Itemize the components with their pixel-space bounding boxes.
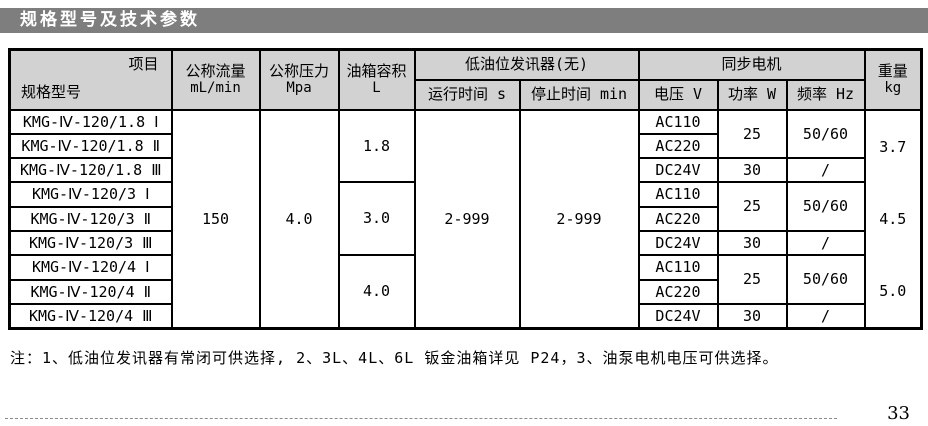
power-cell: 30 — [716, 156, 788, 183]
page-footer: 33 — [5, 403, 910, 424]
table-row: KMG-Ⅳ-120/3 Ⅰ 3.0 AC110 25 50/60 — [8, 180, 922, 256]
tank-cell: 1.8 — [337, 108, 416, 183]
power-cell: 25 — [716, 180, 788, 232]
weight-value: 5.0 — [879, 281, 907, 300]
page-title: 规格型号及技术参数 — [20, 10, 200, 30]
model-cell: KMG-Ⅳ-120/4 Ⅰ — [8, 253, 173, 282]
weight-value: 4.5 — [879, 209, 907, 228]
header-weight: 重量 kg — [863, 48, 923, 111]
power-cell: 30 — [716, 229, 788, 256]
table-row: KMG-Ⅳ-120/1.8 Ⅰ 150 4.0 1.8 2-999 2-999 … — [8, 108, 923, 329]
voltage-cell: AC110 — [637, 253, 719, 282]
table-row: KMG-Ⅳ-120/4 Ⅱ AC220 — [8, 279, 922, 305]
header-voltage: 电压 V — [637, 78, 719, 111]
model-cell: KMG-Ⅳ-120/4 Ⅲ — [8, 303, 173, 329]
header-motor-group: 同步电机 — [637, 48, 866, 81]
voltage-cell: DC24V — [637, 156, 719, 183]
header-model-label: 规格型号 — [21, 82, 82, 101]
table-row: KMG-Ⅳ-120/4 Ⅰ 4.0 AC110 25 50/60 — [8, 253, 922, 330]
voltage-cell: AC220 — [637, 205, 719, 232]
header-run-time: 运行时间 s — [413, 78, 521, 111]
page-title-bar: 规格型号及技术参数 — [0, 8, 928, 33]
voltage-cell: AC220 — [637, 132, 719, 159]
voltage-cell: AC110 — [637, 108, 719, 135]
model-cell: KMG-Ⅳ-120/4 Ⅱ — [8, 279, 173, 305]
table-row: KMG-Ⅳ-120/1.8 Ⅲ DC24V 30 / — [8, 156, 922, 183]
voltage-cell: AC110 — [637, 180, 719, 208]
header-item-label: 项目 — [128, 55, 159, 73]
frequency-cell: 50/60 — [785, 180, 866, 232]
spec-table-wrapper: 项目 规格型号 公称流量 mL/min 公称压力 Mpa 油箱容积 L 低油位发… — [8, 48, 928, 330]
table-row: KMG-Ⅳ-120/1.8 Ⅱ AC220 — [8, 132, 922, 159]
table-row: KMG-Ⅳ-120/4 Ⅲ DC24V 30 / — [8, 303, 922, 329]
voltage-cell: AC220 — [637, 279, 719, 305]
table-row: KMG-Ⅳ-120/3 Ⅲ DC24V 30 / — [8, 229, 922, 256]
footer-divider — [5, 418, 838, 419]
frequency-cell: / — [785, 229, 866, 256]
model-cell: KMG-Ⅳ-120/1.8 Ⅱ — [8, 132, 173, 159]
model-cell: KMG-Ⅳ-120/1.8 Ⅲ — [8, 156, 173, 183]
header-stop-time: 停止时间 min — [518, 78, 640, 111]
header-power: 功率 W — [716, 78, 788, 111]
power-cell: 25 — [716, 108, 788, 159]
header-low-oil-group: 低油位发讯器(无) — [413, 48, 640, 81]
model-cell: KMG-Ⅳ-120/3 Ⅰ — [8, 180, 173, 208]
pressure-cell: 4.0 — [258, 108, 340, 329]
power-cell: 25 — [716, 253, 788, 306]
frequency-cell: / — [785, 303, 866, 329]
model-cell: KMG-Ⅳ-120/3 Ⅲ — [8, 229, 173, 256]
frequency-cell: 50/60 — [785, 253, 866, 306]
stop-time-cell: 2-999 — [518, 108, 640, 329]
model-cell: KMG-Ⅳ-120/1.8 Ⅰ — [8, 108, 173, 135]
model-cell: KMG-Ⅳ-120/3 Ⅱ — [8, 205, 173, 232]
voltage-cell: DC24V — [637, 229, 719, 256]
tank-cell: 4.0 — [337, 253, 416, 330]
frequency-cell: 50/60 — [785, 108, 866, 159]
flow-cell: 150 — [170, 108, 261, 329]
weight-cell: 3.7 4.5 5.0 — [863, 108, 923, 329]
table-row: KMG-Ⅳ-120/3 Ⅱ AC220 — [8, 205, 922, 232]
frequency-cell: / — [785, 156, 866, 183]
header-flow: 公称流量 mL/min — [170, 48, 261, 111]
footnote: 注：1、低油位发讯器有常闭可供选择, 2、3L、4L、6L 钣金油箱详见 P24… — [10, 348, 779, 367]
spec-table: 项目 规格型号 公称流量 mL/min 公称压力 Mpa 油箱容积 L 低油位发… — [8, 48, 923, 330]
header-model-item-diagonal: 项目 规格型号 — [8, 48, 173, 111]
header-frequency: 频率 Hz — [785, 78, 866, 111]
power-cell: 30 — [716, 303, 788, 329]
header-pressure: 公称压力 Mpa — [258, 48, 340, 111]
tank-cell: 3.0 — [337, 180, 416, 256]
voltage-cell: DC24V — [637, 303, 719, 329]
header-tank: 油箱容积 L — [337, 48, 416, 111]
run-time-cell: 2-999 — [413, 108, 521, 329]
weight-value: 3.7 — [879, 137, 907, 156]
page-number: 33 — [887, 403, 910, 424]
